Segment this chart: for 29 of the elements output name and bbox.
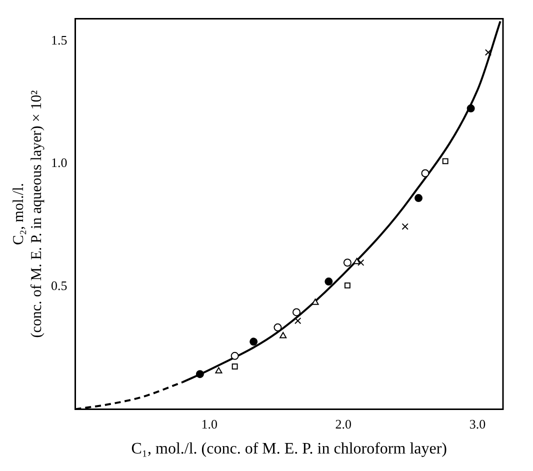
x-tick-label: 3.0 <box>469 416 486 432</box>
point <box>484 49 492 56</box>
point <box>230 352 239 360</box>
y-axis-title: C₂, mol./l. (conc. of M. E. P. in aqueous layer) × 10² <box>10 90 45 338</box>
point <box>250 338 258 346</box>
y-tick-label: 0.5 <box>51 278 68 293</box>
point <box>324 278 333 286</box>
y-tick-label: 1.5 <box>51 32 68 48</box>
point <box>442 158 448 164</box>
point <box>358 259 364 266</box>
x-tick-label: 2.0 <box>335 416 352 432</box>
point <box>280 332 287 338</box>
point <box>353 258 360 264</box>
point <box>343 258 352 267</box>
point <box>274 323 282 332</box>
point <box>402 223 408 230</box>
y-tick-label: 1.0 <box>51 155 68 170</box>
point <box>232 364 238 370</box>
x-axis-title: C₁, mol./l. (conc. of M. E. P. in chloroform layer) <box>131 440 447 458</box>
point <box>196 370 204 378</box>
point <box>215 367 222 374</box>
point <box>466 104 475 112</box>
x-tick-label: 1.0 <box>201 416 218 432</box>
point <box>414 194 423 202</box>
point <box>312 298 319 305</box>
point <box>294 317 302 324</box>
point <box>421 169 430 178</box>
point <box>292 308 300 316</box>
point <box>344 282 350 288</box>
